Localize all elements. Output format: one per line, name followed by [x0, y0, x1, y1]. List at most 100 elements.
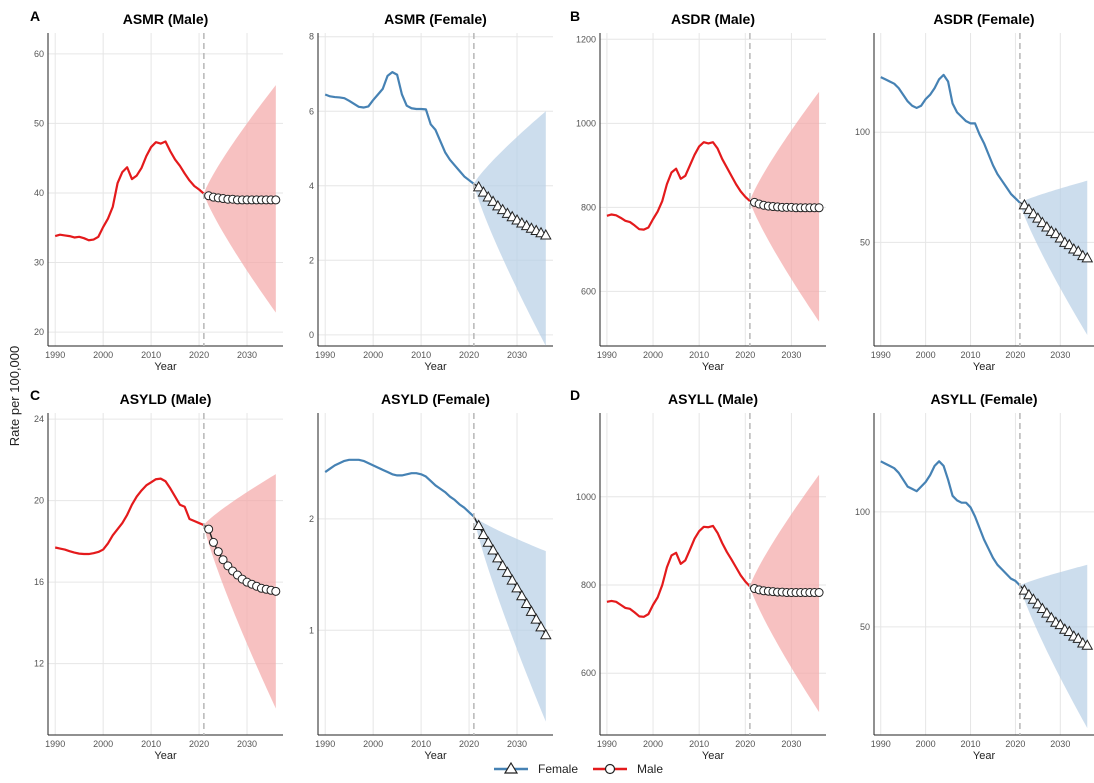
- panel-asmr-female: 0 2 4 6 8 1990 2000 2010 2020 2030 ASMR (Female) Ye…: [309, 11, 553, 373]
- y-tick-label: 4: [309, 181, 314, 191]
- projection-point: [491, 551, 504, 563]
- projection-point: [482, 536, 495, 547]
- y-tick-label: 1000: [576, 492, 596, 502]
- y-tick-label: 50: [34, 118, 44, 128]
- uncertainty-band: [1019, 180, 1088, 335]
- y-tick-label: 12: [34, 659, 44, 669]
- legend-female-label: Female: [538, 762, 578, 776]
- x-tick-label: 2030: [781, 350, 801, 360]
- projection-point: [496, 203, 509, 215]
- legend-male-label: Male: [637, 762, 663, 776]
- y-tick-label: 30: [34, 258, 44, 268]
- projection-point: [1072, 632, 1085, 643]
- x-tick-label: 1990: [597, 739, 617, 749]
- panel-title: ASMR (Female): [384, 11, 487, 27]
- panel-asdr-male: 600 800 1000 1200 1990 2000 2010 2020 2030 ASDR (…: [576, 11, 826, 373]
- projection-point: [1041, 220, 1053, 232]
- x-tick-label: 1990: [45, 350, 65, 360]
- projection-point: [1072, 245, 1085, 256]
- y-tick-label: 1000: [576, 118, 596, 128]
- panel-letter-a: A: [30, 8, 40, 24]
- projection-point: [1063, 238, 1076, 250]
- panel-title: ASMR (Male): [123, 11, 209, 27]
- observed-line: [606, 524, 751, 618]
- x-tick-label: 2000: [363, 739, 383, 749]
- panel-asyll-female: 50 100 1990 2000 2010 2020 2030 ASYLL (Female) Y…: [855, 391, 1094, 762]
- projection-point: [535, 620, 547, 632]
- y-tick-label: 100: [855, 507, 870, 517]
- observed-line: [606, 141, 751, 231]
- projection-point: [487, 544, 499, 555]
- projection-point: [218, 555, 228, 565]
- projection-point: [1054, 618, 1067, 630]
- projection-point: [477, 186, 490, 197]
- y-tick-label: 1: [309, 625, 314, 635]
- y-tick-label: 0: [309, 330, 314, 340]
- x-tick-label: 2000: [643, 350, 663, 360]
- uncertainty-band: [1019, 564, 1088, 729]
- y-tick-label: 800: [581, 580, 596, 590]
- y-tick-label: 20: [34, 327, 44, 337]
- x-tick-label: 2030: [781, 739, 801, 749]
- projection-point: [1027, 207, 1040, 219]
- uncertainty-band: [203, 474, 276, 709]
- panel-title: ASDR (Female): [933, 11, 1034, 27]
- projection-point: [511, 581, 523, 593]
- x-tick-label: 1990: [315, 350, 335, 360]
- projection-point: [1036, 602, 1049, 613]
- panel-title: ASDR (Male): [671, 11, 755, 27]
- projection-point: [496, 559, 509, 571]
- projection-point: [515, 589, 528, 601]
- y-tick-label: 600: [581, 286, 596, 296]
- x-tick-label: 2010: [411, 350, 431, 360]
- y-tick-label: 60: [34, 49, 44, 59]
- x-axis-label: Year: [702, 750, 725, 762]
- projection-point: [208, 537, 218, 547]
- projection-point: [1032, 212, 1044, 223]
- legend: Female Male: [494, 761, 663, 776]
- y-axis-label: Rate per 100,000: [7, 346, 22, 446]
- y-tick-label: 8: [309, 32, 314, 42]
- y-tick-label: 6: [309, 106, 314, 116]
- legend-male-marker: [604, 763, 616, 775]
- projection-point: [1041, 607, 1053, 618]
- x-tick-label: 1990: [597, 350, 617, 360]
- projection-point: [539, 228, 552, 240]
- x-axis-label: Year: [973, 750, 996, 762]
- x-tick-label: 2010: [961, 739, 981, 749]
- projection-point: [506, 574, 519, 585]
- x-tick-label: 2000: [93, 350, 113, 360]
- x-tick-label: 2010: [141, 739, 161, 749]
- projection-point: [525, 605, 538, 616]
- y-tick-label: 40: [34, 188, 44, 198]
- panel-letter-c: C: [30, 387, 40, 403]
- y-tick-label: 1200: [576, 34, 596, 44]
- x-axis-label: Year: [154, 750, 177, 762]
- x-tick-label: 2020: [1005, 739, 1025, 749]
- legend-female-marker: [503, 761, 519, 774]
- projection-point: [1023, 203, 1035, 214]
- observed-line: [324, 71, 475, 185]
- projection-point: [539, 628, 552, 640]
- x-tick-label: 2000: [363, 350, 383, 360]
- observed-line: [880, 73, 1021, 204]
- projection-point: [814, 588, 824, 598]
- panel-title: ASYLL (Male): [668, 391, 758, 407]
- observed-line: [324, 458, 475, 518]
- projection-point: [477, 528, 490, 539]
- projection-point: [482, 190, 495, 202]
- projection-point: [271, 586, 281, 596]
- projection-point: [1081, 639, 1094, 650]
- y-tick-label: 16: [34, 577, 44, 587]
- projection-point: [814, 203, 824, 213]
- projection-point: [1036, 216, 1049, 228]
- projection-point: [1045, 611, 1058, 623]
- projection-point: [204, 524, 214, 534]
- x-tick-label: 2030: [1050, 739, 1070, 749]
- uncertainty-band: [473, 516, 546, 722]
- projection-point: [1081, 251, 1094, 263]
- y-tick-label: 50: [860, 237, 870, 247]
- x-tick-label: 2010: [689, 739, 709, 749]
